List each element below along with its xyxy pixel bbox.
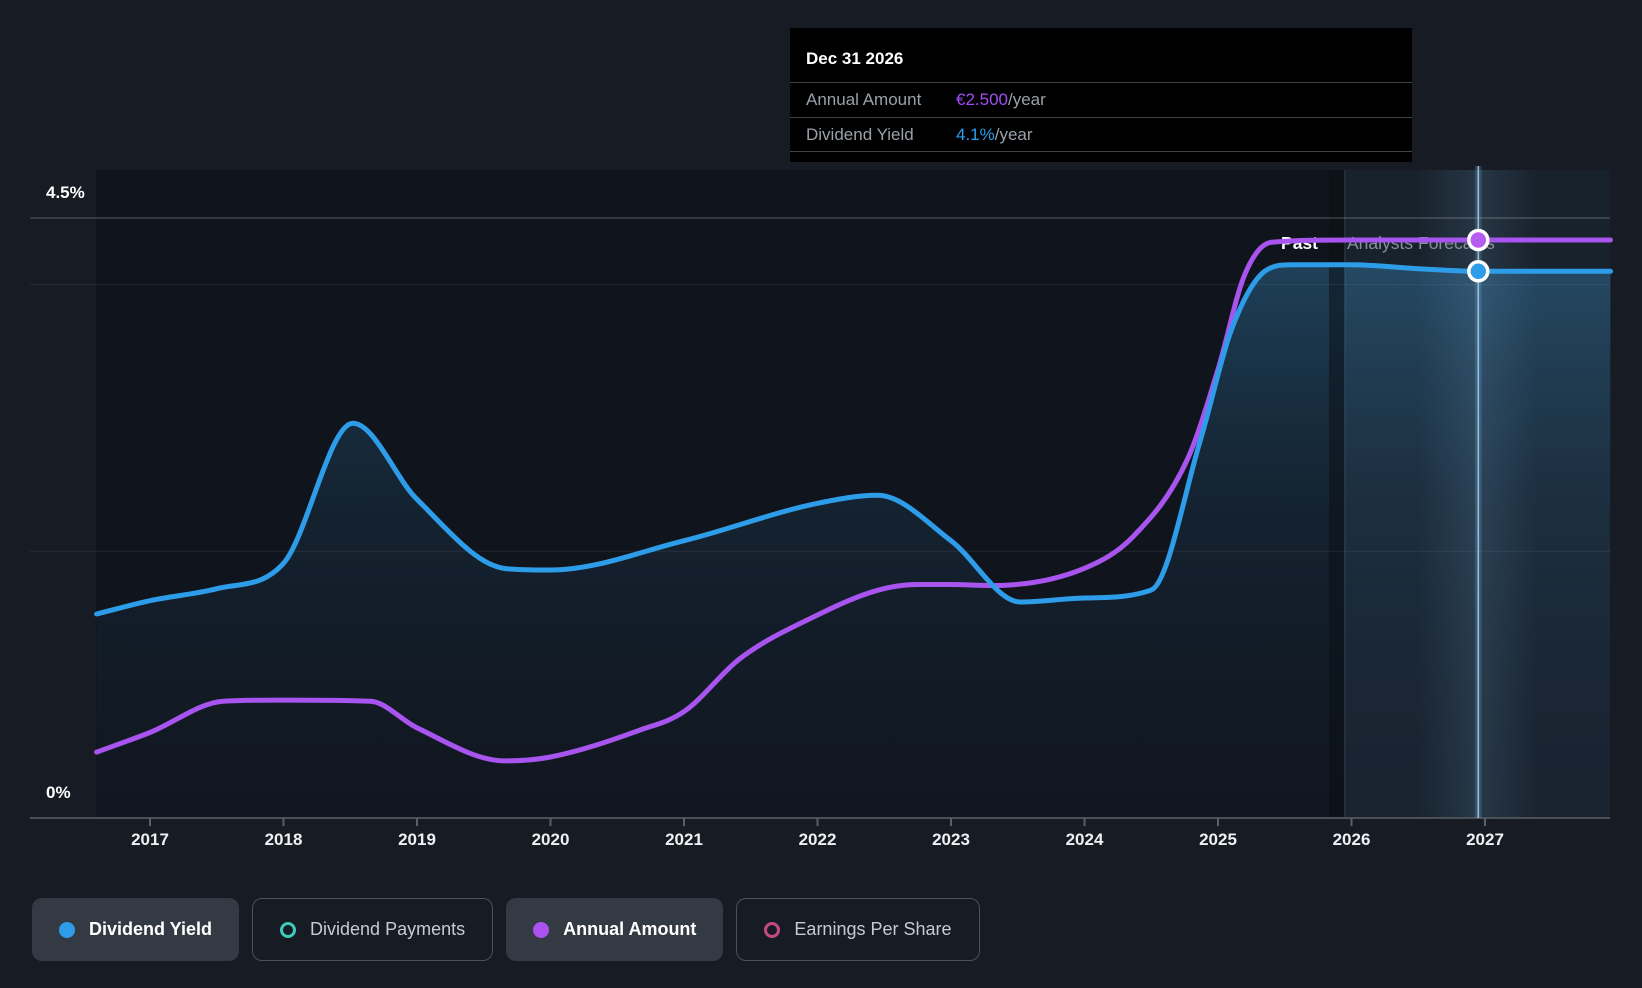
x-axis-label-2026: 2026 bbox=[1332, 830, 1371, 849]
annual-amount-hover-dot bbox=[1467, 228, 1490, 252]
x-axis-ticks bbox=[149, 818, 1486, 826]
tooltip-row-annual-amount: Annual Amount €2.500 /year bbox=[790, 82, 1412, 117]
x-axis-label-2018: 2018 bbox=[264, 830, 303, 849]
x-axis-label-2020: 2020 bbox=[531, 830, 570, 849]
legend-button-dividend-payments[interactable]: Dividend Payments bbox=[252, 898, 494, 961]
tooltip-suffix: /year bbox=[1008, 90, 1046, 109]
forecast-divider-shade bbox=[1329, 170, 1345, 818]
x-axis-label-2025: 2025 bbox=[1199, 830, 1237, 849]
tooltip-label: Dividend Yield bbox=[806, 124, 914, 144]
gridlines bbox=[30, 170, 1610, 818]
chart-legend: Dividend Yield Dividend Payments Annual Am… bbox=[32, 898, 980, 961]
tooltip-date: Dec 31 2026 bbox=[806, 49, 904, 68]
y-axis-label-top: 4.5% bbox=[46, 183, 85, 202]
x-axis-label-2022: 2022 bbox=[798, 830, 837, 849]
x-axis-label-2023: 2023 bbox=[932, 830, 970, 849]
dot-icon bbox=[533, 921, 550, 938]
x-axis-label-2017: 2017 bbox=[131, 830, 169, 849]
area-fill bbox=[96, 264, 1611, 818]
legend-label: Dividend Payments bbox=[310, 919, 466, 939]
tooltip-suffix: /year bbox=[994, 124, 1033, 144]
dividend-yield-line bbox=[94, 262, 1613, 617]
tooltip-value: €2.500 bbox=[956, 90, 1008, 109]
dividend-yield-hover-dot bbox=[1467, 260, 1490, 283]
ring-icon bbox=[280, 921, 297, 938]
legend-label: Earnings Per Share bbox=[794, 919, 952, 939]
legend-label: Annual Amount bbox=[563, 919, 697, 939]
y-axis-label-bottom: 0% bbox=[46, 783, 71, 802]
x-axis-label-2027: 2027 bbox=[1466, 830, 1504, 849]
dot-icon bbox=[59, 921, 75, 938]
x-axis-label-2024: 2024 bbox=[1065, 830, 1104, 849]
chart-tooltip: Dec 31 2026 Annual Amount €2.500 /year D… bbox=[790, 28, 1412, 162]
legend-button-earnings-per-share[interactable]: Earnings Per Share bbox=[736, 898, 980, 961]
hover-dots bbox=[1467, 228, 1490, 283]
ring-icon bbox=[764, 921, 781, 938]
legend-button-dividend-yield[interactable]: Dividend Yield bbox=[32, 898, 240, 961]
x-axis-label-2021: 2021 bbox=[665, 830, 703, 849]
x-axis-label-2019: 2019 bbox=[398, 830, 436, 849]
dividend-yield-area bbox=[96, 264, 1611, 818]
annual-amount-line bbox=[94, 237, 1613, 764]
series-lines bbox=[94, 237, 1613, 764]
legend-label: Dividend Yield bbox=[89, 919, 213, 939]
tooltip-row-dividend-yield: Dividend Yield 4.1% /year bbox=[790, 117, 1412, 152]
tooltip-value: 4.1% bbox=[956, 124, 995, 144]
tooltip-label: Annual Amount bbox=[806, 90, 922, 109]
legend-button-annual-amount[interactable]: Annual Amount bbox=[506, 898, 724, 961]
